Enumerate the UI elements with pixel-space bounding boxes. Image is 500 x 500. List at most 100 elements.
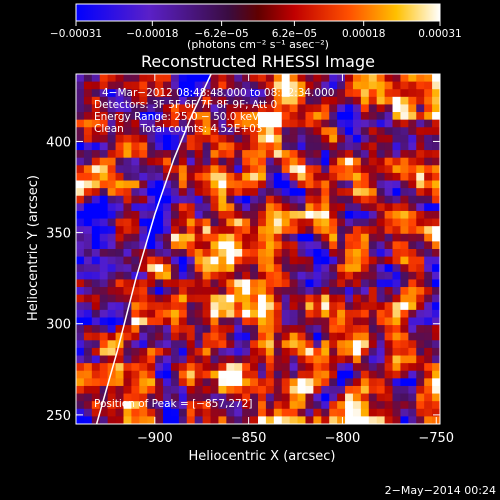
heatmap-cell — [384, 340, 393, 349]
heatmap-cell — [265, 157, 275, 166]
heatmap-cell — [376, 355, 386, 364]
heatmap-cell — [163, 203, 172, 212]
heatmap-cell — [131, 157, 140, 166]
heatmap-cell — [178, 378, 188, 387]
heatmap-cell — [226, 363, 235, 372]
heatmap-cell — [281, 233, 291, 242]
heatmap-cell — [242, 180, 251, 189]
heatmap-cell — [202, 89, 211, 98]
y-tick-label: 300 — [46, 318, 71, 333]
heatmap-cell — [345, 325, 354, 334]
heatmap-cell — [250, 218, 259, 227]
heatmap-cell — [242, 241, 251, 250]
heatmap-cell — [392, 256, 401, 265]
heatmap-cell — [265, 408, 275, 417]
heatmap-cell — [194, 249, 204, 258]
colorbar-tick-label: −0.00031 — [50, 28, 102, 40]
heatmap-cell — [400, 271, 409, 280]
heatmap-cell — [376, 142, 386, 151]
heatmap-cell — [202, 332, 211, 341]
heatmap-cell — [163, 165, 172, 174]
heatmap-cell — [424, 385, 433, 394]
heatmap-cell — [305, 401, 314, 410]
heatmap-cell — [297, 332, 306, 341]
heatmap-cell — [424, 112, 433, 121]
heatmap-cell — [281, 294, 291, 303]
heatmap-cell — [345, 188, 354, 197]
heatmap-cell — [83, 188, 93, 197]
heatmap-cell — [432, 165, 440, 174]
heatmap-cell — [202, 233, 211, 242]
heatmap-cell — [178, 203, 188, 212]
heatmap-cell — [234, 226, 243, 235]
heatmap-cell — [368, 370, 378, 379]
heatmap-cell — [265, 218, 275, 227]
heatmap-cell — [107, 249, 116, 258]
heatmap-cell — [368, 218, 378, 227]
heatmap-cell — [91, 347, 101, 356]
heatmap-cell — [265, 287, 275, 296]
heatmap-cell — [202, 279, 211, 288]
heatmap-cell — [242, 210, 251, 219]
heatmap-cell — [305, 287, 314, 296]
heatmap-cell — [360, 317, 370, 326]
heatmap-cell — [163, 210, 172, 219]
heatmap-cell — [186, 385, 196, 394]
heatmap-cell — [186, 416, 196, 424]
heatmap-cell — [234, 233, 243, 242]
heatmap-cell — [107, 104, 116, 113]
heatmap-cell — [163, 112, 172, 121]
heatmap-cell — [170, 210, 180, 219]
heatmap-cell — [107, 203, 116, 212]
heatmap-cell — [416, 233, 425, 242]
heatmap-cell — [99, 287, 109, 296]
heatmap-cell — [250, 157, 259, 166]
heatmap-cell — [376, 249, 386, 258]
heatmap-cell — [115, 385, 124, 394]
heatmap-cell — [234, 218, 243, 227]
heatmap-cell — [226, 256, 235, 265]
heatmap-cell — [289, 249, 298, 258]
heatmap-cell — [392, 165, 401, 174]
heatmap-cell — [368, 416, 378, 424]
heatmap-cell — [297, 150, 306, 159]
heatmap-cell — [289, 287, 298, 296]
heatmap-cell — [218, 309, 227, 318]
heatmap-cell — [313, 112, 322, 121]
heatmap-cell — [147, 203, 156, 212]
heatmap-cell — [400, 416, 409, 424]
heatmap-cell — [202, 385, 211, 394]
heatmap-cell — [218, 241, 227, 250]
heatmap-cell — [329, 241, 338, 250]
x-tick-label: −900 — [137, 431, 173, 446]
heatmap-cell — [115, 241, 124, 250]
heatmap-cell — [313, 134, 322, 143]
heatmap-cell — [178, 195, 188, 204]
heatmap-cell — [400, 233, 409, 242]
heatmap-cell — [155, 81, 164, 90]
heatmap-cell — [83, 408, 93, 417]
heatmap-cell — [432, 142, 440, 151]
heatmap-cell — [337, 210, 346, 219]
heatmap-cell — [210, 157, 219, 166]
heatmap-cell — [400, 241, 409, 250]
heatmap-cell — [424, 355, 433, 364]
heatmap-cell — [250, 363, 259, 372]
heatmap-cell — [384, 127, 393, 136]
heatmap-cell — [281, 271, 291, 280]
heatmap-cell — [368, 142, 378, 151]
heatmap-cell — [289, 408, 298, 417]
heatmap-cell — [202, 180, 211, 189]
heatmap-cell — [170, 294, 180, 303]
heatmap-cell — [305, 127, 314, 136]
heatmap-cell — [329, 393, 338, 402]
heatmap-cell — [91, 256, 101, 265]
heatmap-cell — [99, 165, 109, 174]
heatmap-cell — [115, 408, 124, 417]
heatmap-cell — [178, 188, 188, 197]
heatmap-cell — [210, 302, 219, 311]
heatmap-cell — [281, 180, 291, 189]
heatmap-cell — [352, 309, 362, 318]
heatmap-cell — [408, 119, 417, 128]
heatmap-cell — [250, 347, 259, 356]
